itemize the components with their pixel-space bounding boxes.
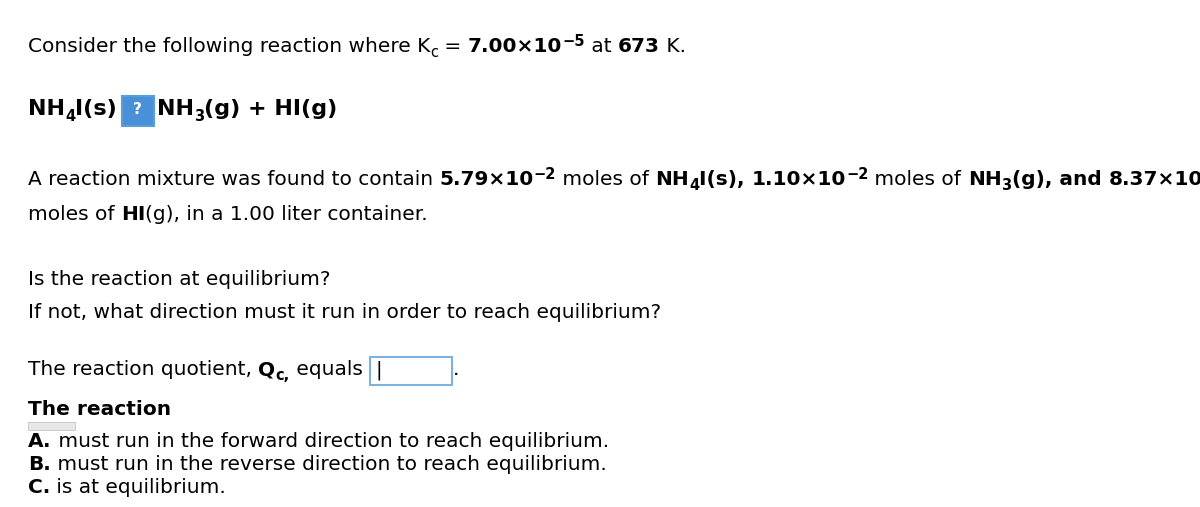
Text: at: at (584, 37, 618, 56)
Text: 7.00×10: 7.00×10 (468, 37, 563, 56)
Text: is at equilibrium.: is at equilibrium. (50, 478, 226, 497)
Text: I(s): I(s) (76, 99, 116, 119)
Text: NH: NH (28, 99, 65, 119)
Text: A.: A. (28, 432, 52, 451)
FancyBboxPatch shape (28, 421, 74, 429)
FancyBboxPatch shape (122, 96, 154, 126)
Text: 8.37×10: 8.37×10 (1109, 170, 1200, 189)
Text: 4: 4 (689, 178, 700, 193)
Text: Is the reaction at equilibrium?: Is the reaction at equilibrium? (28, 270, 330, 289)
Text: B.: B. (28, 455, 50, 474)
Text: The reaction quotient,: The reaction quotient, (28, 360, 258, 379)
Text: 1.10×10: 1.10×10 (751, 170, 846, 189)
Text: −5: −5 (563, 34, 584, 49)
Text: c,: c, (276, 368, 289, 383)
Text: moles of: moles of (28, 205, 121, 224)
Text: K.: K. (660, 37, 686, 56)
Text: 3: 3 (194, 109, 204, 124)
Text: Consider the following reaction where K: Consider the following reaction where K (28, 37, 431, 56)
Text: I(s),: I(s), (700, 170, 751, 189)
Text: ?: ? (133, 101, 143, 117)
Text: moles of: moles of (556, 170, 655, 189)
Text: 4: 4 (65, 109, 76, 124)
Text: 5.79×10: 5.79×10 (439, 170, 534, 189)
Text: (g) + HI(g): (g) + HI(g) (204, 99, 337, 119)
Text: =: = (438, 37, 468, 56)
FancyBboxPatch shape (370, 357, 452, 385)
Text: moles of: moles of (869, 170, 967, 189)
Text: −2: −2 (534, 167, 556, 182)
Text: A reaction mixture was found to contain: A reaction mixture was found to contain (28, 170, 439, 189)
Text: HI: HI (121, 205, 145, 224)
Text: equals: equals (289, 360, 370, 379)
Text: (g), and: (g), and (1012, 170, 1109, 189)
Text: must run in the reverse direction to reach equilibrium.: must run in the reverse direction to rea… (50, 455, 606, 474)
Text: (g), in a 1.00 liter container.: (g), in a 1.00 liter container. (145, 205, 428, 224)
Text: If not, what direction must it run in order to reach equilibrium?: If not, what direction must it run in or… (28, 303, 661, 322)
Text: The reaction: The reaction (28, 400, 172, 419)
Text: 3: 3 (1002, 178, 1012, 193)
Text: C.: C. (28, 478, 50, 497)
Text: NH: NH (655, 170, 689, 189)
Text: .: . (454, 360, 460, 379)
Text: 673: 673 (618, 37, 660, 56)
Text: NH: NH (967, 170, 1002, 189)
Text: NH: NH (157, 99, 194, 119)
Text: |: | (374, 360, 382, 380)
Text: must run in the forward direction to reach equilibrium.: must run in the forward direction to rea… (52, 432, 608, 451)
Text: −2: −2 (846, 167, 869, 182)
Text: c: c (431, 45, 438, 60)
Text: Q: Q (258, 360, 276, 379)
